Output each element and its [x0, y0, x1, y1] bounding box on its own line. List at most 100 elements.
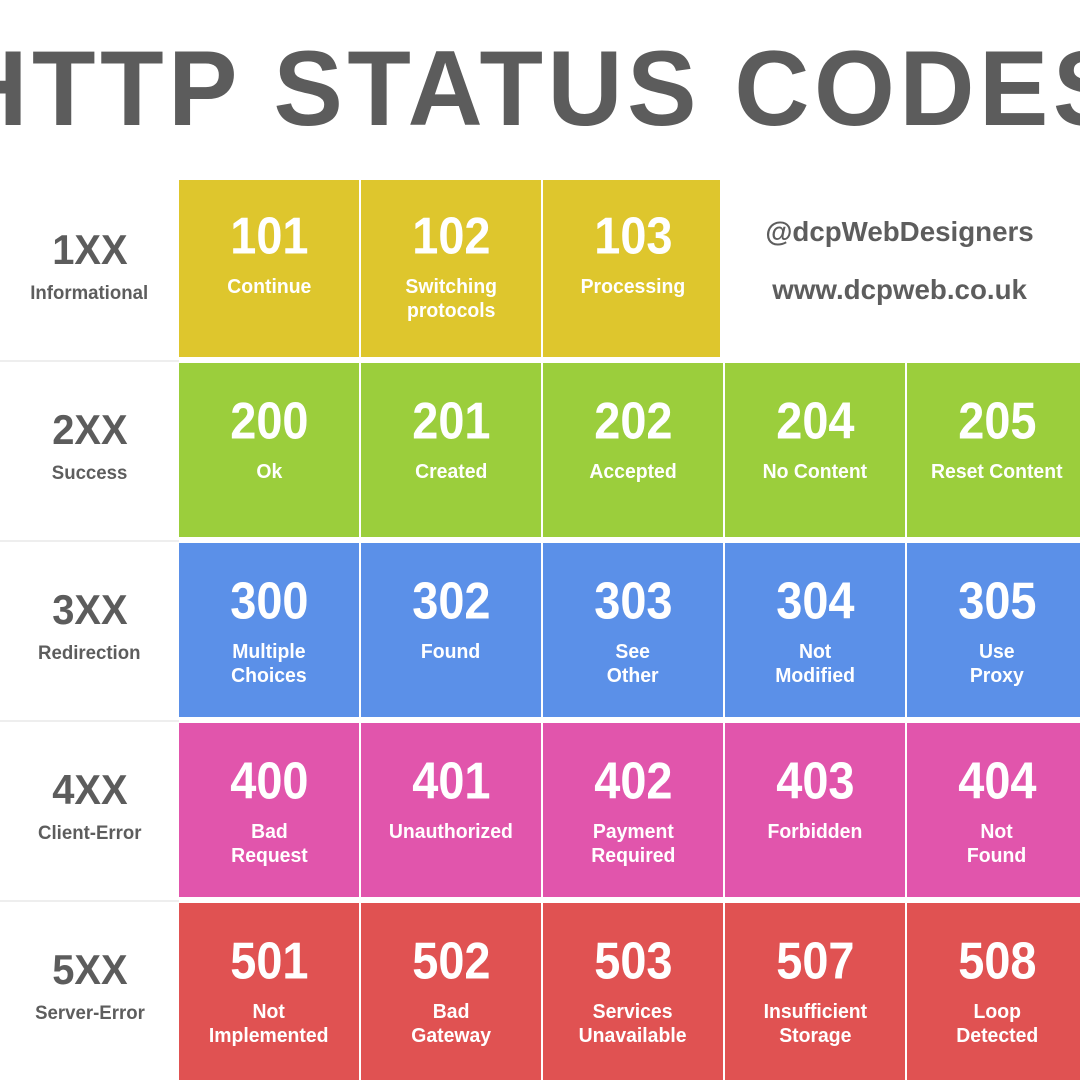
status-label: No Content [762, 461, 868, 483]
title-bar: HTTP STATUS CODES [0, 0, 1080, 180]
status-label: Continue [226, 276, 312, 298]
status-label: Bad Gateway [411, 1001, 491, 1047]
status-label: Services Unavailable [579, 1001, 687, 1047]
status-code: 404 [957, 751, 1037, 810]
status-label: Switching protocols [405, 276, 497, 322]
status-row-4xx: 4XX Client-Error 400 Bad Request 401 Una… [0, 720, 1080, 900]
status-label: Accepted [589, 461, 677, 483]
status-code: 501 [229, 931, 309, 990]
status-label: See Other [607, 641, 659, 687]
row-category-label: Success [51, 462, 128, 484]
status-code: 200 [229, 391, 309, 450]
status-cell-403[interactable]: 403 Forbidden [725, 723, 905, 897]
status-cell-102[interactable]: 102 Switching protocols [361, 180, 541, 357]
status-code: 503 [593, 931, 673, 990]
status-label: Not Modified [775, 641, 855, 687]
row-label-3xx: 3XX Redirection [0, 540, 179, 720]
status-cell-300[interactable]: 300 Multiple Choices [179, 543, 359, 717]
status-label: Loop Detected [956, 1001, 1038, 1047]
status-cell-404[interactable]: 404 Not Found [907, 723, 1080, 897]
status-cell-202[interactable]: 202 Accepted [543, 363, 723, 537]
status-code: 502 [411, 931, 491, 990]
status-label: Created [414, 461, 488, 483]
status-code: 402 [593, 751, 673, 810]
status-cell-302[interactable]: 302 Found [361, 543, 541, 717]
status-code: 202 [593, 391, 673, 450]
status-cell-101[interactable]: 101 Continue [179, 180, 359, 357]
status-label: Insufficient Storage [763, 1001, 867, 1047]
status-cell-400[interactable]: 400 Bad Request [179, 723, 359, 897]
row-label-5xx: 5XX Server-Error [0, 900, 179, 1080]
status-code: 401 [411, 751, 491, 810]
row-class-label: 2XX [51, 407, 128, 454]
status-cell-205[interactable]: 205 Reset Content [907, 363, 1080, 537]
status-code: 205 [957, 391, 1037, 450]
status-code: 305 [957, 571, 1037, 630]
status-code: 103 [593, 206, 673, 265]
status-cell-303[interactable]: 303 See Other [543, 543, 723, 717]
status-code: 204 [775, 391, 855, 450]
status-label: Found [421, 641, 481, 663]
status-cells-1xx: 101 Continue 102 Switching protocols 103… [179, 180, 1080, 360]
website-url[interactable]: www.dcpweb.co.uk [772, 274, 1028, 305]
status-label: Bad Request [230, 821, 308, 867]
status-cell-305[interactable]: 305 Use Proxy [907, 543, 1080, 717]
row-class-label: 5XX [51, 947, 128, 994]
status-cell-103[interactable]: 103 Processing [543, 180, 723, 357]
row-category-label: Server-Error [34, 1002, 145, 1024]
status-label: Processing [580, 276, 686, 298]
row-category-label: Informational [30, 282, 149, 304]
status-code: 304 [775, 571, 855, 630]
status-cell-204[interactable]: 204 No Content [725, 363, 905, 537]
row-class-label: 4XX [51, 767, 128, 814]
status-cell-304[interactable]: 304 Not Modified [725, 543, 905, 717]
status-cell-503[interactable]: 503 Services Unavailable [543, 903, 723, 1080]
status-cell-200[interactable]: 200 Ok [179, 363, 359, 537]
status-code-grid: 1XX Informational 101 Continue 102 Switc… [0, 180, 1080, 1080]
status-code: 101 [229, 206, 309, 265]
status-code: 102 [411, 206, 491, 265]
social-handle[interactable]: @dcpWebDesigners [765, 216, 1035, 247]
row-category-label: Client-Error [37, 822, 142, 844]
status-row-5xx: 5XX Server-Error 501 Not Implemented 502… [0, 900, 1080, 1080]
status-cell-401[interactable]: 401 Unauthorized [361, 723, 541, 897]
status-label: Not Implemented [209, 1001, 329, 1047]
status-cells-2xx: 200 Ok 201 Created 202 Accepted 204 No C… [179, 360, 1080, 540]
status-cell-402[interactable]: 402 Payment Required [543, 723, 723, 897]
row-label-2xx: 2XX Success [0, 360, 179, 540]
row-class-label: 1XX [51, 227, 128, 274]
status-cell-201[interactable]: 201 Created [361, 363, 541, 537]
status-cell-501[interactable]: 501 Not Implemented [179, 903, 359, 1080]
status-code: 508 [957, 931, 1037, 990]
status-code: 303 [593, 571, 673, 630]
status-label: Ok [256, 461, 282, 483]
status-code: 302 [411, 571, 491, 630]
status-label: Forbidden [767, 821, 863, 843]
status-code: 403 [775, 751, 855, 810]
status-label: Reset Content [931, 461, 1063, 483]
status-label: Not Found [967, 821, 1027, 867]
status-row-2xx: 2XX Success 200 Ok 201 Created 202 Accep… [0, 360, 1080, 540]
status-cell-508[interactable]: 508 Loop Detected [907, 903, 1080, 1080]
row-label-4xx: 4XX Client-Error [0, 720, 179, 900]
status-label: Unauthorized [389, 821, 513, 843]
status-cell-507[interactable]: 507 Insufficient Storage [725, 903, 905, 1080]
row-category-label: Redirection [38, 642, 141, 664]
page-title: HTTP STATUS CODES [0, 30, 1080, 149]
status-label: Multiple Choices [231, 641, 307, 687]
status-code: 300 [229, 571, 309, 630]
status-cells-5xx: 501 Not Implemented 502 Bad Gateway 503 … [179, 900, 1080, 1080]
status-code: 400 [229, 751, 309, 810]
status-row-1xx: 1XX Informational 101 Continue 102 Switc… [0, 180, 1080, 360]
status-code: 201 [411, 391, 491, 450]
status-code: 507 [775, 931, 855, 990]
status-cells-4xx: 400 Bad Request 401 Unauthorized 402 Pay… [179, 720, 1080, 900]
status-row-3xx: 3XX Redirection 300 Multiple Choices 302… [0, 540, 1080, 720]
status-cells-3xx: 300 Multiple Choices 302 Found 303 See O… [179, 540, 1080, 720]
row-class-label: 3XX [51, 587, 128, 634]
branding-block: @dcpWebDesigners www.dcpweb.co.uk [720, 180, 1080, 360]
status-label: Payment Required [590, 821, 676, 867]
status-cell-502[interactable]: 502 Bad Gateway [361, 903, 541, 1080]
row-label-1xx: 1XX Informational [0, 180, 179, 360]
